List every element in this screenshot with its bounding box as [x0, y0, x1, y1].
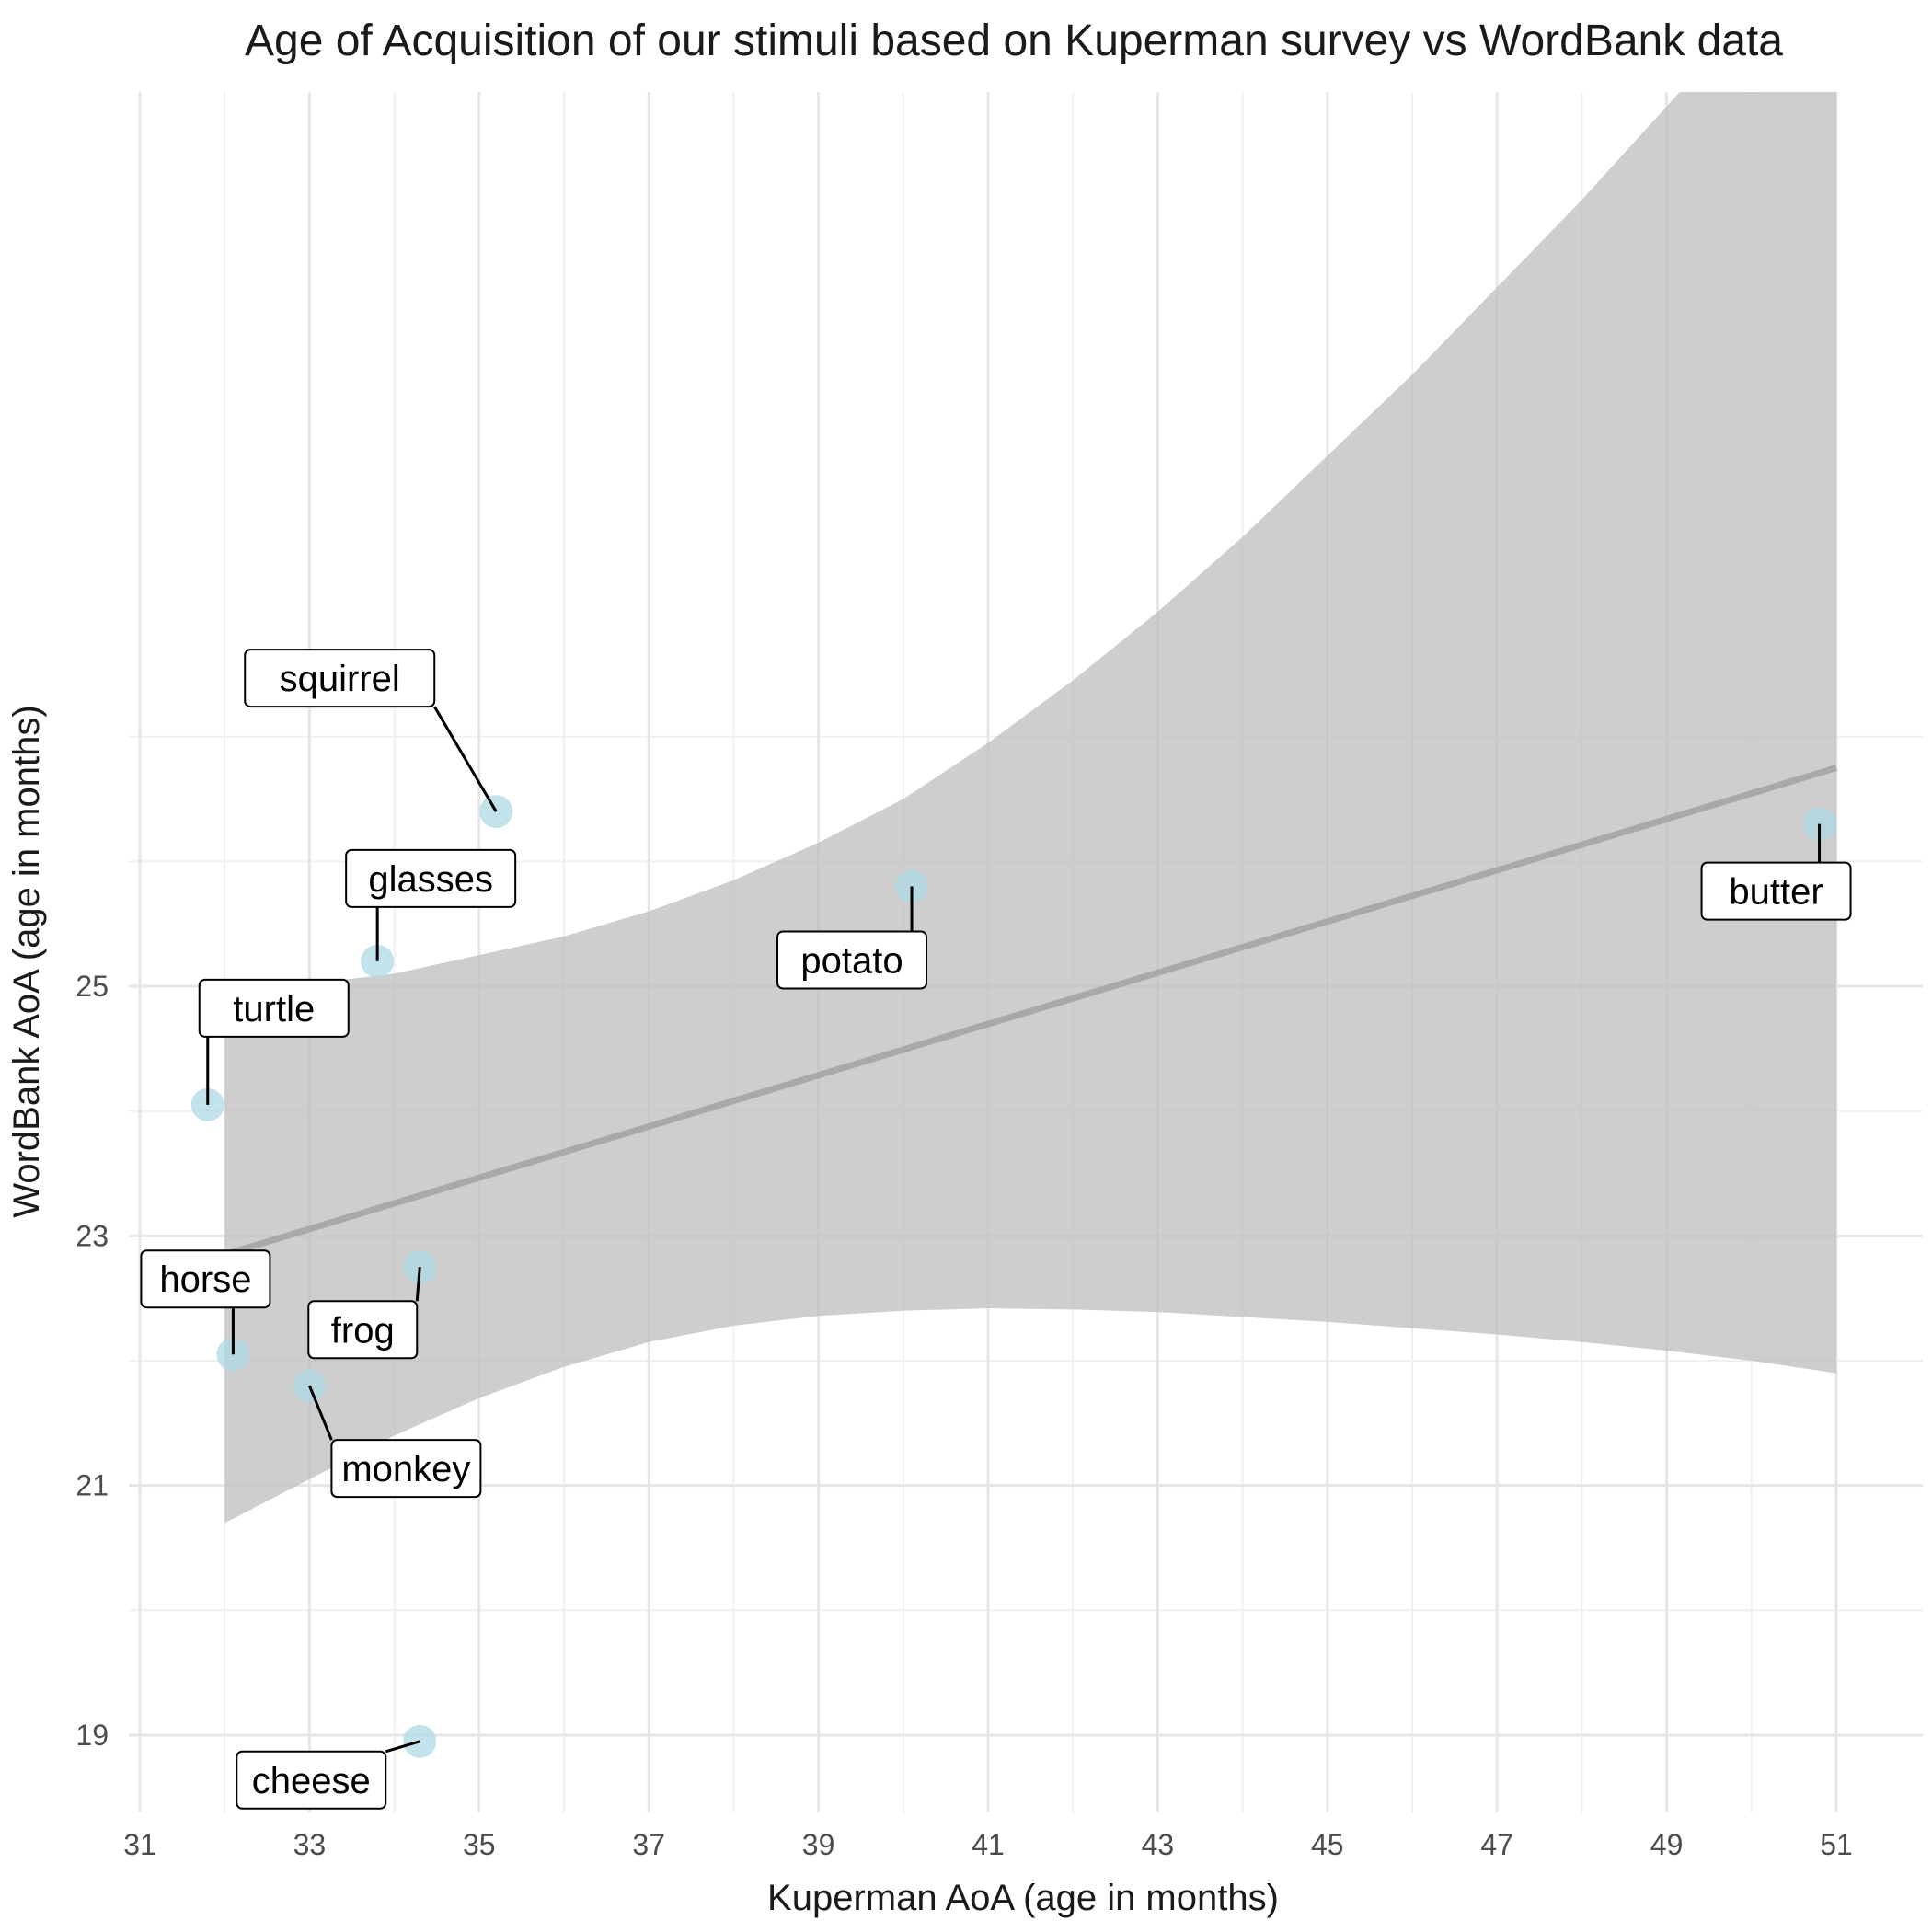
point-label-box — [236, 1750, 387, 1810]
trend-line — [224, 765, 1838, 1259]
x-tick-label: 31 — [123, 1828, 156, 1861]
point-labels: squirrel butter potato glasses turtle frog hor… — [140, 649, 1852, 1810]
point-label: turtle — [233, 989, 315, 1029]
y-tick-label: 25 — [75, 970, 109, 1003]
point-label: frog — [331, 1310, 395, 1351]
x-tick-label: 41 — [972, 1828, 1005, 1861]
x-tick-label: 33 — [293, 1828, 327, 1861]
point-label-box — [244, 649, 436, 708]
point-label: monkey — [341, 1449, 470, 1489]
confidence-band — [224, 92, 1836, 1524]
point-label: potato — [800, 940, 903, 981]
label-leader-line — [432, 706, 498, 812]
chart-title: Age of Acquisition of our stimuli based … — [245, 17, 1783, 65]
x-tick-label: 51 — [1820, 1828, 1853, 1861]
y-tick-label: 19 — [75, 1719, 109, 1752]
label-leader-line — [308, 1385, 333, 1441]
point-label-box — [345, 848, 517, 908]
x-tick-label: 39 — [802, 1828, 835, 1861]
point-label-box — [330, 1439, 482, 1499]
label-leader-line — [385, 1740, 420, 1754]
y-tick-label: 21 — [75, 1469, 109, 1502]
point-label-box — [776, 930, 928, 990]
point-label: butter — [1729, 872, 1823, 913]
point-label-box — [1700, 861, 1852, 921]
point-label-box — [307, 1300, 419, 1360]
x-tick-label: 45 — [1311, 1828, 1344, 1861]
x-tick-label: 35 — [463, 1828, 496, 1861]
x-axis-title: Kuperman AoA (age in months) — [767, 1878, 1279, 1918]
confidence-band-area — [224, 92, 1836, 1524]
point-label: horse — [159, 1259, 251, 1300]
x-tick-label: 47 — [1480, 1828, 1513, 1861]
point-label: cheese — [252, 1761, 371, 1801]
point-label-box — [140, 1249, 271, 1309]
axis-ticks: 31 33 35 37 39 41 43 45 47 49 51 19 21 23 25 — [75, 970, 1852, 1861]
x-tick-label: 49 — [1650, 1828, 1684, 1861]
point-label-box — [198, 978, 350, 1038]
y-axis-title: WordBank AoA (age in months) — [6, 705, 47, 1217]
label-leader-line — [415, 1267, 421, 1302]
x-tick-label: 43 — [1142, 1828, 1175, 1861]
point-label: squirrel — [280, 659, 400, 699]
x-tick-label: 37 — [632, 1828, 665, 1861]
point-label: glasses — [368, 859, 493, 900]
regression-line — [224, 765, 1838, 1259]
y-tick-label: 23 — [75, 1219, 109, 1252]
